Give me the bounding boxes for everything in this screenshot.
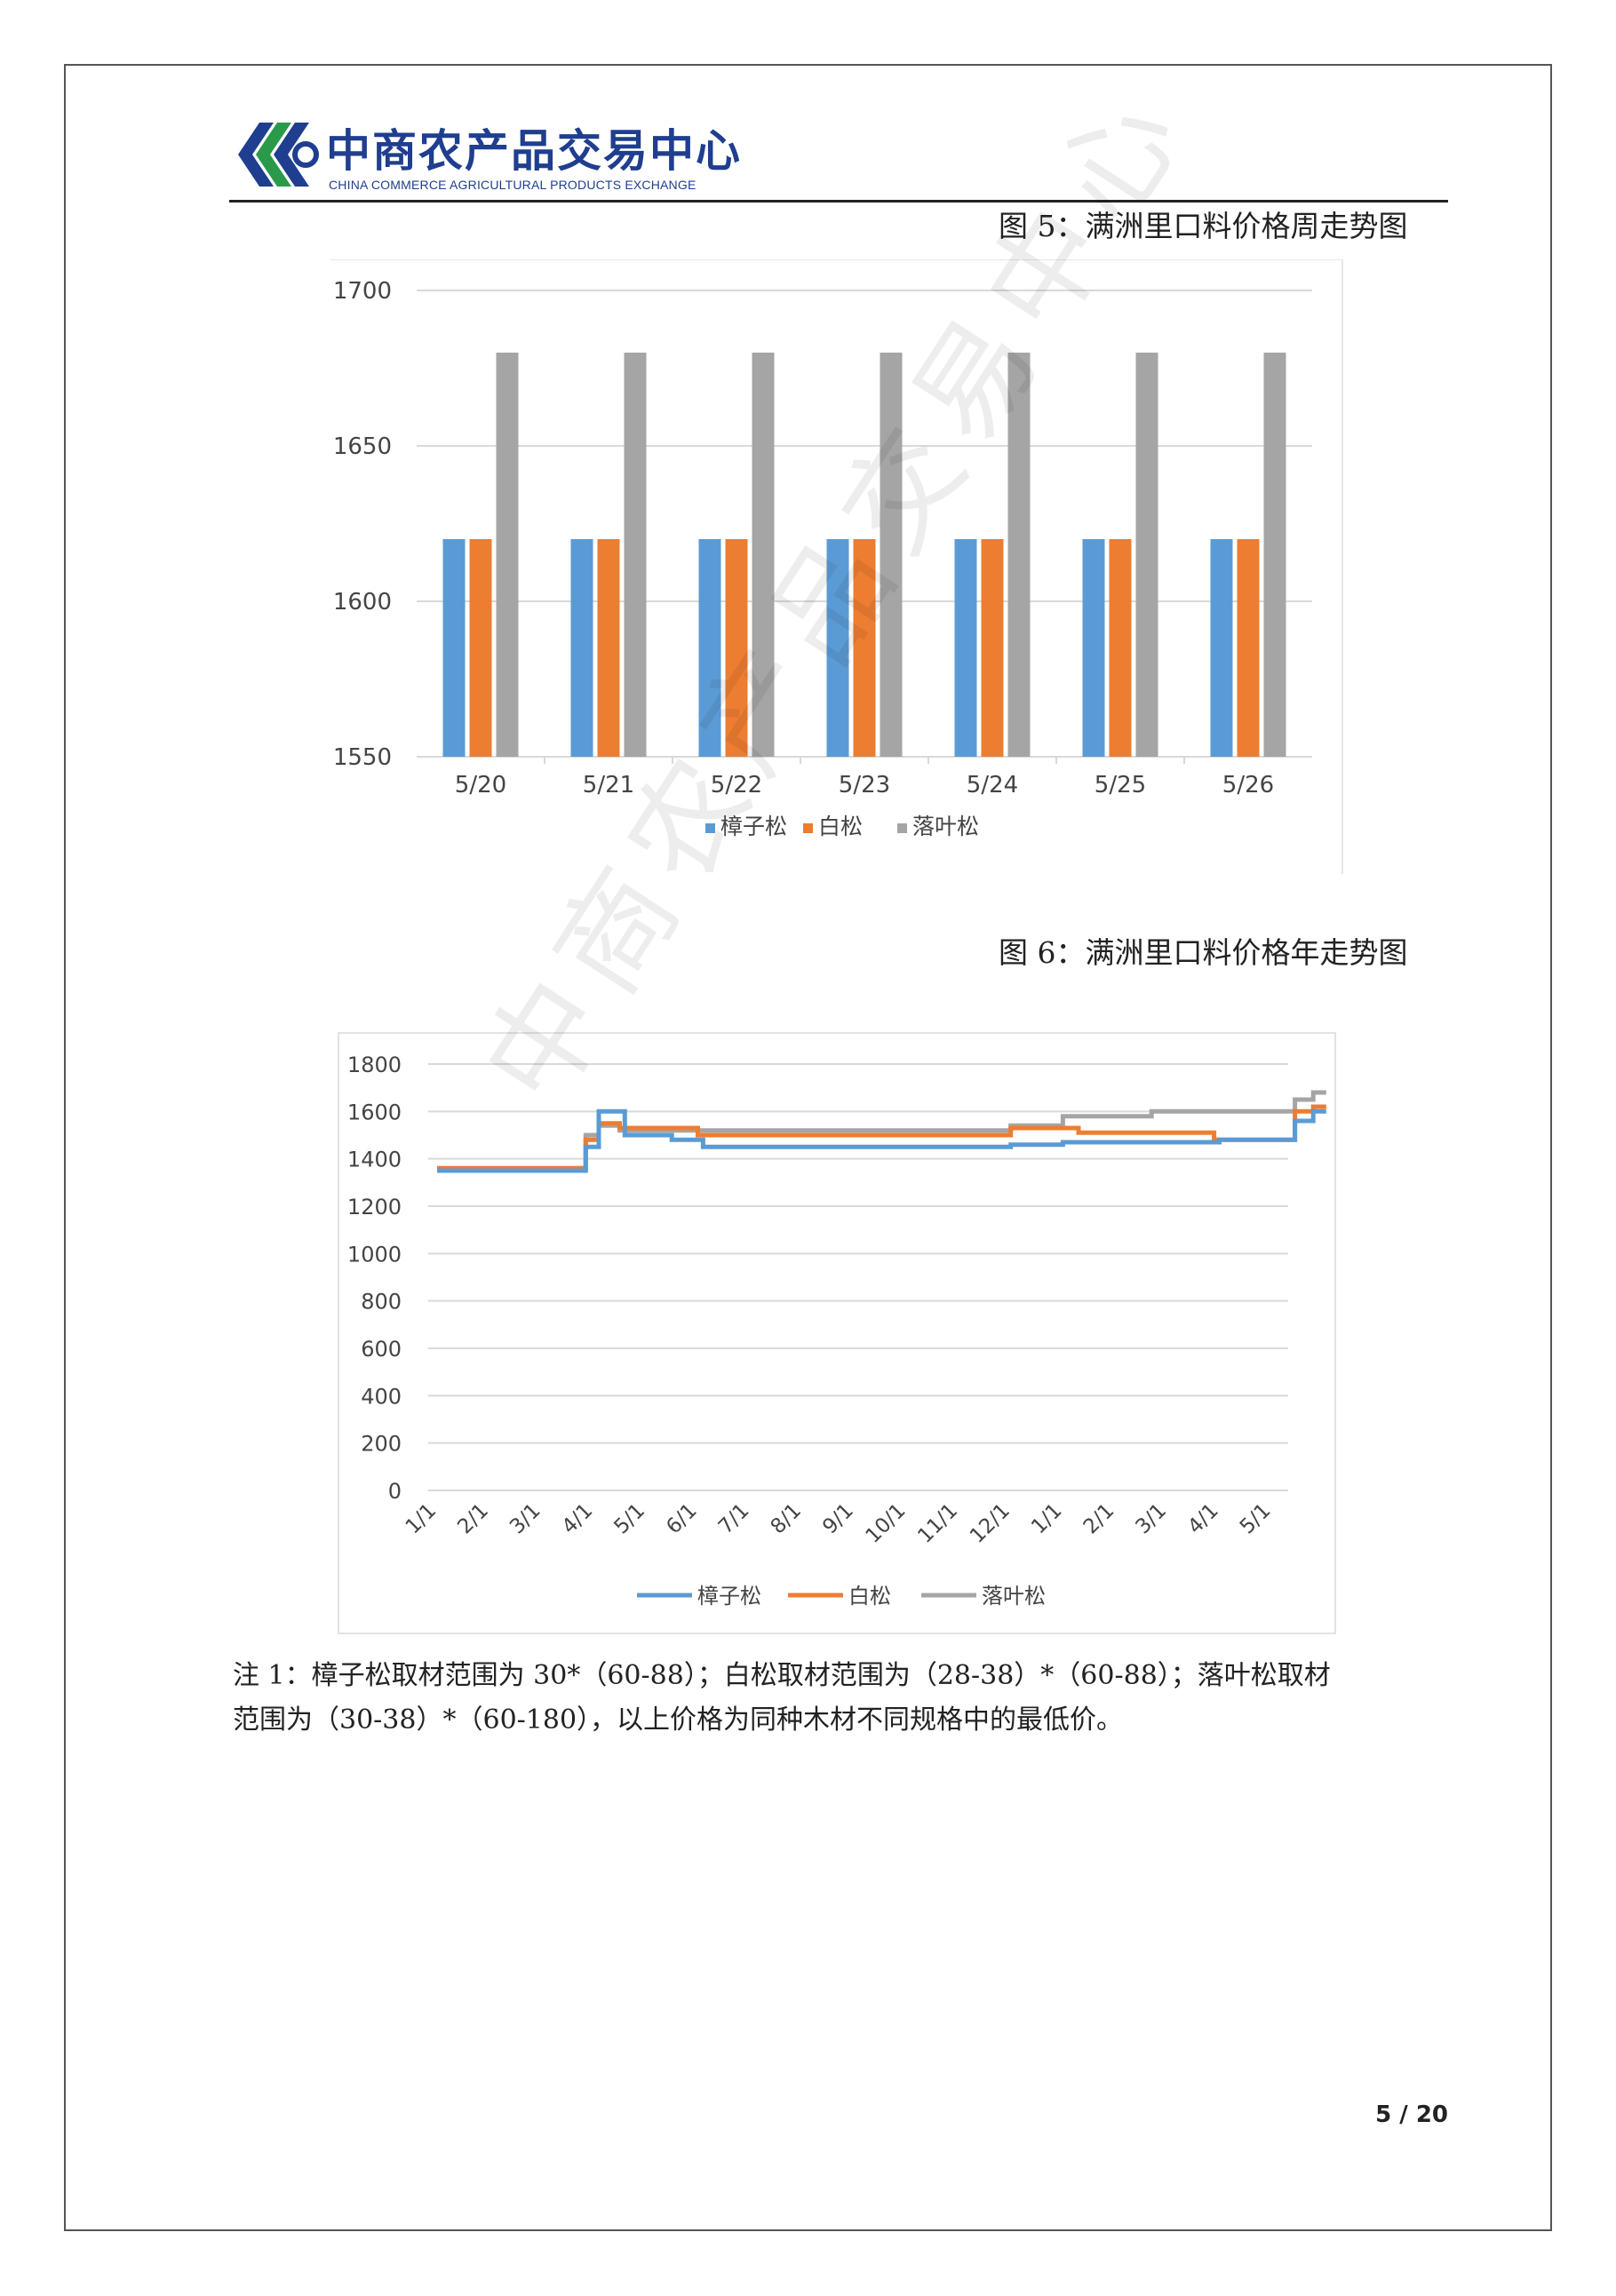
y-tick-label: 1650 <box>333 433 392 460</box>
y-tick-label: 1000 <box>347 1242 402 1267</box>
line-chart-svg: 0 200 400 600 800 1000 1200 1400 1600 1800 1/1 2/1… <box>347 1053 1326 1609</box>
x-tick-label: 6/1 <box>662 1499 702 1539</box>
bar-樟子松-5/25 <box>1082 539 1105 757</box>
bar-樟子松-5/21 <box>570 539 593 757</box>
x-tick-label: 5/1 <box>1236 1499 1276 1539</box>
x-tick-label: 12/1 <box>966 1499 1015 1548</box>
x-tick-label: 5/20 <box>455 772 506 798</box>
bar-chart-svg: 1550 1600 1650 1700 5/20 5/21 5/22 5/23 5/24 5/2… <box>330 259 1343 874</box>
page-number: 5 / 20 <box>1375 2101 1448 2128</box>
bar-落叶松-5/21 <box>624 353 647 757</box>
legend-label-0: 樟子松 <box>720 814 787 839</box>
bar-落叶松-5/23 <box>880 353 903 757</box>
bar-樟子松-5/22 <box>698 539 721 757</box>
bar-白松-5/22 <box>725 539 748 757</box>
legend-label-1: 白松 <box>818 814 863 839</box>
bar-樟子松-5/20 <box>442 539 466 757</box>
figure-5-title: 图 5：满洲里口料价格周走势图 <box>999 209 1408 243</box>
y-tick-label: 1600 <box>333 589 392 616</box>
legend-swatch-2 <box>897 823 907 833</box>
series-line-落叶松 <box>437 1090 1326 1171</box>
x-tick-label: 7/1 <box>714 1499 754 1539</box>
x-tick-label: 5/22 <box>711 772 762 798</box>
logo-english-text: CHINA COMMERCE AGRICULTURAL PRODUCTS EXC… <box>329 178 697 192</box>
bar-落叶松-5/22 <box>752 353 775 757</box>
bar-白松-5/26 <box>1237 539 1260 757</box>
y-tick-label: 200 <box>361 1432 402 1457</box>
x-tick-label: 5/1 <box>609 1499 649 1539</box>
header-rule <box>229 200 1448 203</box>
legend-label-2: 落叶松 <box>912 814 979 839</box>
y-tick-label: 1600 <box>347 1100 402 1124</box>
bar-落叶松-5/25 <box>1135 353 1158 757</box>
x-tick-label: 1/1 <box>402 1499 442 1539</box>
bar-樟子松-5/24 <box>954 539 977 757</box>
weekly-price-bar-chart: 1550 1600 1650 1700 5/20 5/21 5/22 5/23 5/24 5/2… <box>330 259 1343 874</box>
footnote-line-1: 注 1：樟子松取材范围为 30*（60-88）；白松取材范围为（28-38）*（… <box>233 1660 1331 1691</box>
x-tick-label: 11/1 <box>913 1499 962 1548</box>
legend-label-0: 樟子松 <box>697 1584 761 1609</box>
x-tick-label: 2/1 <box>453 1499 493 1539</box>
figure-6-title: 图 6：满洲里口料价格年走势图 <box>999 935 1408 970</box>
y-tick-label: 1700 <box>333 278 392 305</box>
company-logo: 中商农产品交易中心 CHINA COMMERCE AGRICULTURAL PR… <box>233 114 740 195</box>
x-tick-label: 3/1 <box>505 1499 545 1539</box>
bar-樟子松-5/26 <box>1210 539 1233 757</box>
yearly-price-line-chart: 0 200 400 600 800 1000 1200 1400 1600 1800 1/1 2/1… <box>338 1032 1336 1634</box>
y-tick-label: 1400 <box>347 1148 402 1172</box>
bar-樟子松-5/23 <box>826 539 849 757</box>
bar-白松-5/20 <box>469 539 492 757</box>
logo-mark-icon <box>238 123 319 187</box>
x-tick-label: 10/1 <box>862 1499 911 1548</box>
bar-白松-5/24 <box>981 539 1004 757</box>
legend-swatch-0 <box>705 823 715 833</box>
bar-白松-5/21 <box>597 539 620 757</box>
page-border <box>64 64 1552 2231</box>
x-tick-label: 5/25 <box>1095 772 1146 798</box>
x-tick-label: 1/1 <box>1027 1499 1067 1539</box>
x-tick-label: 3/1 <box>1131 1499 1171 1539</box>
y-tick-label: 800 <box>361 1290 402 1315</box>
y-tick-label: 1550 <box>333 744 392 771</box>
y-tick-label: 0 <box>388 1479 402 1504</box>
y-tick-label: 400 <box>361 1384 402 1409</box>
y-tick-label: 600 <box>361 1337 402 1362</box>
bar-白松-5/23 <box>853 539 876 757</box>
bar-白松-5/25 <box>1109 539 1132 757</box>
legend-label-1: 白松 <box>848 1584 891 1609</box>
series-line-樟子松 <box>437 1108 1326 1173</box>
footnote: 注 1：樟子松取材范围为 30*（60-88）；白松取材范围为（28-38）*（… <box>233 1654 1459 1743</box>
y-tick-label: 1200 <box>347 1195 402 1220</box>
x-tick-label: 5/26 <box>1222 772 1274 798</box>
x-tick-label: 5/24 <box>967 772 1018 798</box>
y-tick-label: 1800 <box>347 1053 402 1077</box>
legend-label-2: 落叶松 <box>982 1584 1046 1609</box>
bar-落叶松-5/24 <box>1007 353 1031 757</box>
x-tick-label: 4/1 <box>558 1499 598 1539</box>
x-tick-label: 5/21 <box>583 772 634 798</box>
bar-落叶松-5/26 <box>1263 353 1286 757</box>
footnote-line-2: 范围为（30-38）*（60-180），以上价格为同种木材不同规格中的最低价。 <box>233 1704 1124 1736</box>
logo-chinese-text: 中商农产品交易中心 <box>326 125 742 177</box>
x-tick-label: 9/1 <box>818 1499 858 1539</box>
x-tick-label: 2/1 <box>1079 1499 1119 1539</box>
x-tick-label: 4/1 <box>1183 1499 1223 1539</box>
bar-落叶松-5/20 <box>496 353 519 757</box>
x-tick-label: 5/23 <box>839 772 890 798</box>
legend-swatch-1 <box>803 823 813 833</box>
x-tick-label: 8/1 <box>767 1499 807 1539</box>
